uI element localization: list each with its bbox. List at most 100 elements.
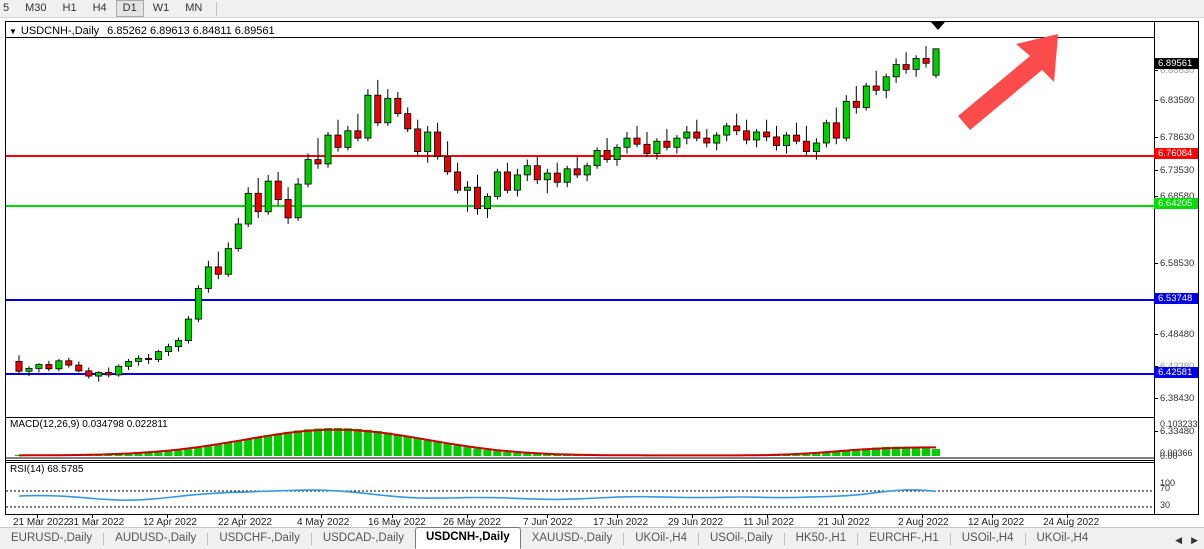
macd-histogram-bar	[463, 447, 472, 456]
price-axis[interactable]: 6.89561 6.88630 6.83580 6.78630 6.76084 6.735…	[1154, 22, 1198, 514]
macd-histogram-bar	[473, 448, 482, 456]
chart-tab-ukoil-h4[interactable]: UKOil-,H4	[635, 532, 687, 544]
candle-body-bearish	[703, 137, 711, 144]
chart-tab-eurchf-h1[interactable]: EURCHF-,H1	[869, 532, 939, 544]
candle-body-bearish	[872, 85, 880, 91]
trend-line-support-653[interactable]	[6, 299, 1154, 301]
candle-body-bullish	[463, 186, 471, 191]
chart-tab-hk50-h1[interactable]: HK50-,H1	[795, 532, 847, 544]
tab-scroll-controls[interactable]: ◀ ▶	[1169, 535, 1204, 549]
chart-tab-usoil-h4[interactable]: USOil-,H4	[961, 532, 1014, 544]
chart-frame[interactable]: ▼ USDCNH-,Daily 6.85262 6.89613 6.84811 …	[5, 21, 1199, 515]
macd-histogram-bar	[483, 449, 492, 456]
candle-body-bearish	[374, 94, 382, 124]
timeframe-button-h4[interactable]: H4	[92, 2, 107, 14]
chart-tab-usoil-daily[interactable]: USOil-,Daily	[709, 532, 773, 544]
timeframe-button-m30[interactable]: M30	[25, 2, 47, 14]
date-axis-label: 17 Jun 2022	[593, 517, 649, 528]
trend-line-support-664[interactable]	[6, 205, 1154, 207]
macd-histogram-bar	[911, 447, 921, 456]
chart-collapse-caret-icon[interactable]: ▼	[9, 26, 17, 36]
date-axis-tick	[842, 514, 843, 518]
rsi-pane[interactable]: RSI(14) 68.5785	[6, 462, 1154, 514]
macd-histogram-bar	[901, 446, 911, 456]
tab-scroll-prev-icon[interactable]: ◀	[1175, 535, 1183, 545]
current-bar-marker	[931, 22, 945, 30]
candle-body-bearish	[802, 140, 810, 152]
macd-histogram-bar	[323, 428, 332, 456]
trend-line-resistance-676[interactable]	[6, 155, 1154, 157]
candle-body-bearish	[693, 131, 701, 139]
candle-body-bearish	[663, 140, 671, 148]
candle-body-bullish	[483, 195, 491, 210]
candle-body-bearish	[503, 171, 511, 191]
date-axis-label: 12 Aug 2022	[968, 517, 1025, 528]
price-tag-6-76084[interactable]: 6.76084	[1154, 148, 1198, 159]
chart-tab-usdcnh-daily[interactable]: USDCNH-,Daily	[414, 527, 521, 549]
chart-tab-bar: EURUSD-,Daily AUDUSD-,Daily USDCHF-,Daily U…	[0, 527, 1204, 549]
chart-tab-ukoil-h4[interactable]: UKOil-,H4	[1036, 532, 1089, 544]
candle-body-bullish	[294, 183, 302, 219]
chart-tab-audusd-daily[interactable]: AUDUSD-,Daily	[115, 532, 197, 544]
price-tag-6-89561[interactable]: 6.89561	[1154, 58, 1198, 69]
macd-label: MACD(12,26,9) 0.034798 0.022811	[10, 419, 168, 430]
macd-histogram-bar	[283, 431, 293, 456]
timeframe-button-mn[interactable]: MN	[185, 2, 203, 14]
rsi-series	[6, 489, 1154, 508]
macd-axis-zero: 0.00	[1160, 451, 1178, 461]
macd-axis-top: 0.103233	[1160, 419, 1198, 429]
timeframe-button-h1[interactable]: H1	[62, 2, 77, 14]
candle-body-bearish	[145, 357, 153, 360]
macd-pane[interactable]: MACD(12,26,9) 0.034798 0.022811	[6, 417, 1154, 461]
chart-tab-eurusd-daily[interactable]: EURUSD-,Daily	[11, 532, 93, 544]
timeframe-button-w1[interactable]: W1	[152, 2, 170, 14]
price-pane[interactable]	[6, 22, 1154, 416]
tab-separator	[857, 533, 859, 545]
macd-histogram-bar	[124, 453, 133, 456]
price-tag-6-42581[interactable]: 6.42581	[1154, 367, 1198, 378]
candle-body-bearish	[434, 131, 442, 157]
candle-body-bearish	[394, 97, 402, 115]
macd-histogram-bar	[293, 430, 303, 456]
chart-tab-usdchf-daily[interactable]: USDCHF-,Daily	[219, 532, 300, 544]
header-separator	[6, 37, 1154, 38]
macd-histogram-bar	[264, 435, 273, 456]
price-tag-6-64205[interactable]: 6.64205	[1154, 198, 1198, 209]
rsi-axis-70: 70	[1160, 483, 1171, 493]
price-axis-tick-dash	[1154, 334, 1158, 335]
candle-body-bearish	[633, 137, 641, 145]
date-axis-label: 4 May 2022	[297, 517, 350, 528]
candle-body-bearish	[354, 130, 362, 139]
candle-body-bearish	[473, 186, 481, 210]
date-axis-label: 22 Apr 2022	[218, 517, 272, 528]
candle-body-bullish	[812, 142, 820, 153]
candle-body-bullish	[862, 85, 870, 108]
candle-body-bullish	[324, 134, 332, 165]
date-axis-tick	[37, 514, 38, 518]
timeframe-button-m5[interactable]: 5	[3, 2, 10, 14]
price-tag-6-53748[interactable]: 6.53748	[1154, 293, 1198, 304]
date-axis-label: 21 Mar 2022	[13, 517, 70, 528]
candle-body-bullish	[892, 64, 900, 78]
trend-line-support-642[interactable]	[6, 373, 1154, 375]
candle-body-bullish	[125, 360, 133, 367]
candle-body-bearish	[852, 100, 860, 108]
candle-body-bullish	[842, 100, 850, 139]
chart-tab-xauusd-daily[interactable]: XAUUSD-,Daily	[531, 532, 613, 544]
date-axis-label: 7 Jun 2022	[523, 517, 573, 528]
date-axis-tick	[392, 514, 393, 518]
price-axis-tick-label: 6.38430	[1160, 393, 1195, 404]
candle-body-bearish	[454, 171, 462, 191]
tab-separator	[310, 533, 312, 545]
tab-separator	[783, 533, 785, 545]
candle-body-bearish	[533, 165, 541, 181]
candle-body-bullish	[364, 94, 372, 139]
timeframe-button-d1[interactable]: D1	[115, 0, 144, 17]
price-axis-tick-label: 6.68580	[1160, 191, 1195, 202]
chart-tab-usdcad-daily[interactable]: USDCAD-,Daily	[322, 532, 404, 544]
candle-body-bullish	[613, 146, 621, 161]
macd-histogram-bar	[14, 454, 23, 456]
chart-ohlc-values: 6.85262 6.89613 6.84811 6.89561	[107, 25, 275, 37]
candle-body-bullish	[882, 76, 890, 91]
tab-scroll-next-icon[interactable]: ▶	[1191, 535, 1198, 545]
